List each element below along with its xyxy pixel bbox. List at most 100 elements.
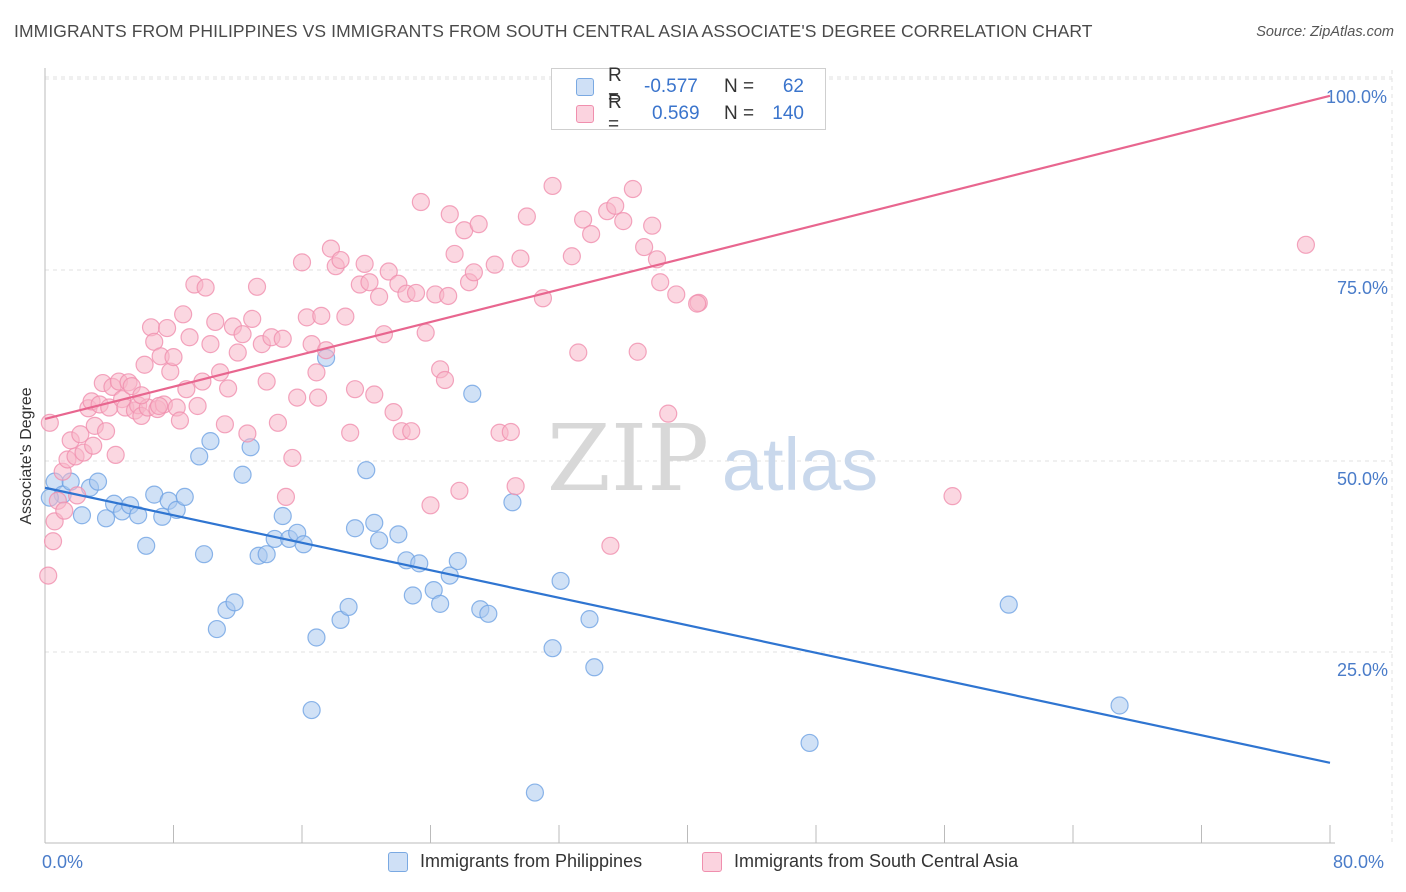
data-point xyxy=(219,379,238,398)
data-point xyxy=(1296,235,1316,254)
data-point xyxy=(71,425,90,444)
trend-line-south-central-asia xyxy=(44,94,1331,421)
data-point xyxy=(194,545,214,564)
chart-source: Source: ZipAtlas.com xyxy=(1256,24,1394,40)
series-legend-item-philippines: Immigrants from Philippines xyxy=(388,851,642,872)
data-point xyxy=(445,244,464,264)
data-point xyxy=(276,487,296,507)
data-point xyxy=(215,415,234,434)
data-point xyxy=(943,487,962,506)
data-point xyxy=(257,372,276,391)
legend-n-value: 140 xyxy=(772,103,804,124)
data-point xyxy=(72,506,92,525)
data-point xyxy=(206,312,225,332)
data-point xyxy=(543,176,562,196)
data-point xyxy=(606,196,625,215)
data-point xyxy=(384,403,403,422)
legend-r-value: 0.569 xyxy=(652,103,700,124)
data-point xyxy=(233,465,252,484)
data-point xyxy=(233,325,252,344)
data-point xyxy=(525,783,545,802)
legend-r-label: R = xyxy=(608,65,622,108)
data-point xyxy=(106,445,125,464)
legend-swatch-south-central-asia xyxy=(576,105,594,123)
legend-n-label: N = xyxy=(724,76,755,97)
watermark-atlas: atlas xyxy=(722,423,878,506)
legend-swatch-philippines xyxy=(576,78,594,96)
x-tick-label-min: 0.0% xyxy=(42,852,84,872)
data-point xyxy=(543,639,562,658)
data-point xyxy=(582,224,601,244)
data-point xyxy=(43,532,63,551)
data-point xyxy=(149,396,169,416)
trend-lines xyxy=(44,94,1331,764)
data-point xyxy=(308,388,328,407)
data-point xyxy=(448,551,467,571)
data-point xyxy=(55,501,74,520)
data-point xyxy=(273,506,292,526)
data-point xyxy=(341,423,360,442)
data-point xyxy=(463,384,482,403)
data-point xyxy=(88,472,108,491)
data-point xyxy=(360,273,379,292)
legend-r-value: -0.577 xyxy=(644,76,698,97)
y-tick-label-75: 75.0% xyxy=(1337,278,1389,298)
data-point xyxy=(339,597,358,617)
data-point xyxy=(403,586,422,605)
legend-row-philippines: R = -0.577 N = 62 xyxy=(576,65,804,108)
series-south-central-asia xyxy=(39,176,1316,585)
data-point xyxy=(406,283,426,303)
data-point xyxy=(365,513,384,532)
data-point xyxy=(302,700,321,720)
legend-n-label: N = xyxy=(724,103,755,124)
data-point xyxy=(243,309,262,328)
data-point xyxy=(288,388,307,407)
data-point xyxy=(614,212,633,231)
axes xyxy=(44,68,1335,844)
data-point xyxy=(439,286,458,306)
legend-r-label: R = xyxy=(608,92,622,135)
data-point xyxy=(96,422,116,441)
data-point xyxy=(562,247,581,266)
data-point xyxy=(623,179,642,199)
data-point xyxy=(511,249,530,268)
data-point xyxy=(331,610,350,630)
watermark-zip: ZIP xyxy=(547,405,709,512)
data-point xyxy=(635,237,654,257)
data-point xyxy=(411,192,430,212)
data-point xyxy=(379,262,398,281)
data-point xyxy=(307,628,326,647)
x-tick-label-max: 80.0% xyxy=(1333,852,1385,872)
data-point xyxy=(501,422,520,442)
data-point xyxy=(247,277,267,296)
data-point xyxy=(283,448,302,468)
data-point xyxy=(503,493,522,512)
data-point xyxy=(157,318,177,338)
data-point xyxy=(180,328,199,347)
data-point xyxy=(365,385,384,404)
data-point xyxy=(421,496,440,515)
data-point xyxy=(225,593,244,612)
trend-line-philippines xyxy=(44,486,1331,764)
data-point xyxy=(345,380,365,399)
data-point xyxy=(464,263,483,282)
data-point xyxy=(601,536,620,555)
data-point xyxy=(355,254,374,273)
data-point xyxy=(1110,696,1129,715)
data-point xyxy=(201,432,220,451)
data-point xyxy=(137,536,156,555)
data-point xyxy=(201,335,220,354)
series-legend-item-south-central-asia: Immigrants from South Central Asia xyxy=(702,851,1018,872)
data-point xyxy=(416,323,435,342)
data-point xyxy=(188,396,207,416)
data-point xyxy=(431,594,450,613)
series-legend-swatch-philippines xyxy=(388,851,408,872)
correlation-legend: R = -0.577 N = 62 R = 0.569 N = 140 xyxy=(551,65,826,135)
data-point xyxy=(312,306,331,325)
data-point xyxy=(370,287,389,306)
data-point xyxy=(402,422,421,441)
data-point xyxy=(450,481,469,500)
data-point xyxy=(370,531,389,550)
legend-row-south-central-asia: R = 0.569 N = 140 xyxy=(576,92,804,135)
